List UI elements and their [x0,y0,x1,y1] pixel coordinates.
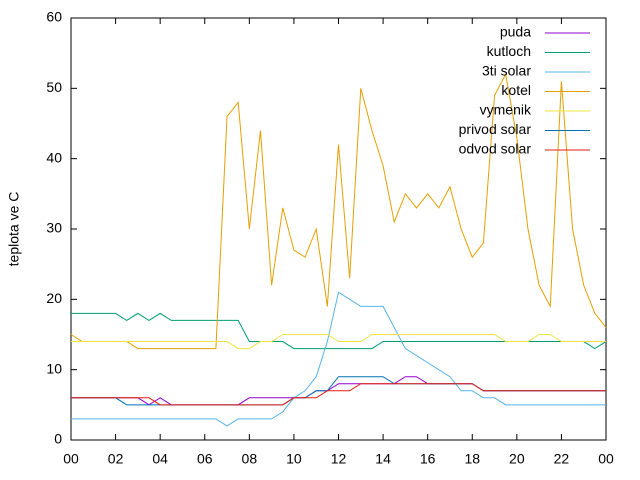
x-tick-label: 06 [197,451,213,467]
x-tick-label: 18 [464,451,480,467]
x-tick-label: 10 [286,451,302,467]
x-tick-label: 14 [375,451,391,467]
series-line [71,383,606,406]
x-tick-label: 00 [598,451,614,467]
legend-label: kotel [501,82,531,98]
series-line [71,334,606,350]
y-tick-label: 20 [46,290,62,306]
series-line [71,291,606,427]
y-axis-label: teplota ve C [6,192,22,267]
legend-label: puda [500,24,531,40]
x-tick-label: 08 [242,451,258,467]
y-tick-label: 50 [46,79,62,95]
legend-label: kutloch [487,43,531,59]
y-tick-label: 10 [46,360,62,376]
x-tick-label: 22 [554,451,570,467]
x-tick-label: 04 [152,451,168,467]
x-tick-label: 00 [63,451,79,467]
legend-label: odvod solar [459,141,532,157]
legend-label: vymenik [480,102,532,118]
y-tick-label: 60 [46,9,62,25]
x-tick-label: 12 [331,451,347,467]
x-tick-label: 16 [420,451,436,467]
series-line [71,312,607,350]
x-tick-label: 20 [509,451,525,467]
legend-label: privod solar [459,121,532,137]
y-tick-label: 0 [54,431,62,447]
legend-label: 3ti solar [482,63,531,79]
y-tick-label: 30 [46,220,62,236]
y-tick-label: 40 [46,149,62,165]
x-tick-label: 02 [108,451,124,467]
series-line [70,72,607,350]
plot-border [70,17,607,441]
